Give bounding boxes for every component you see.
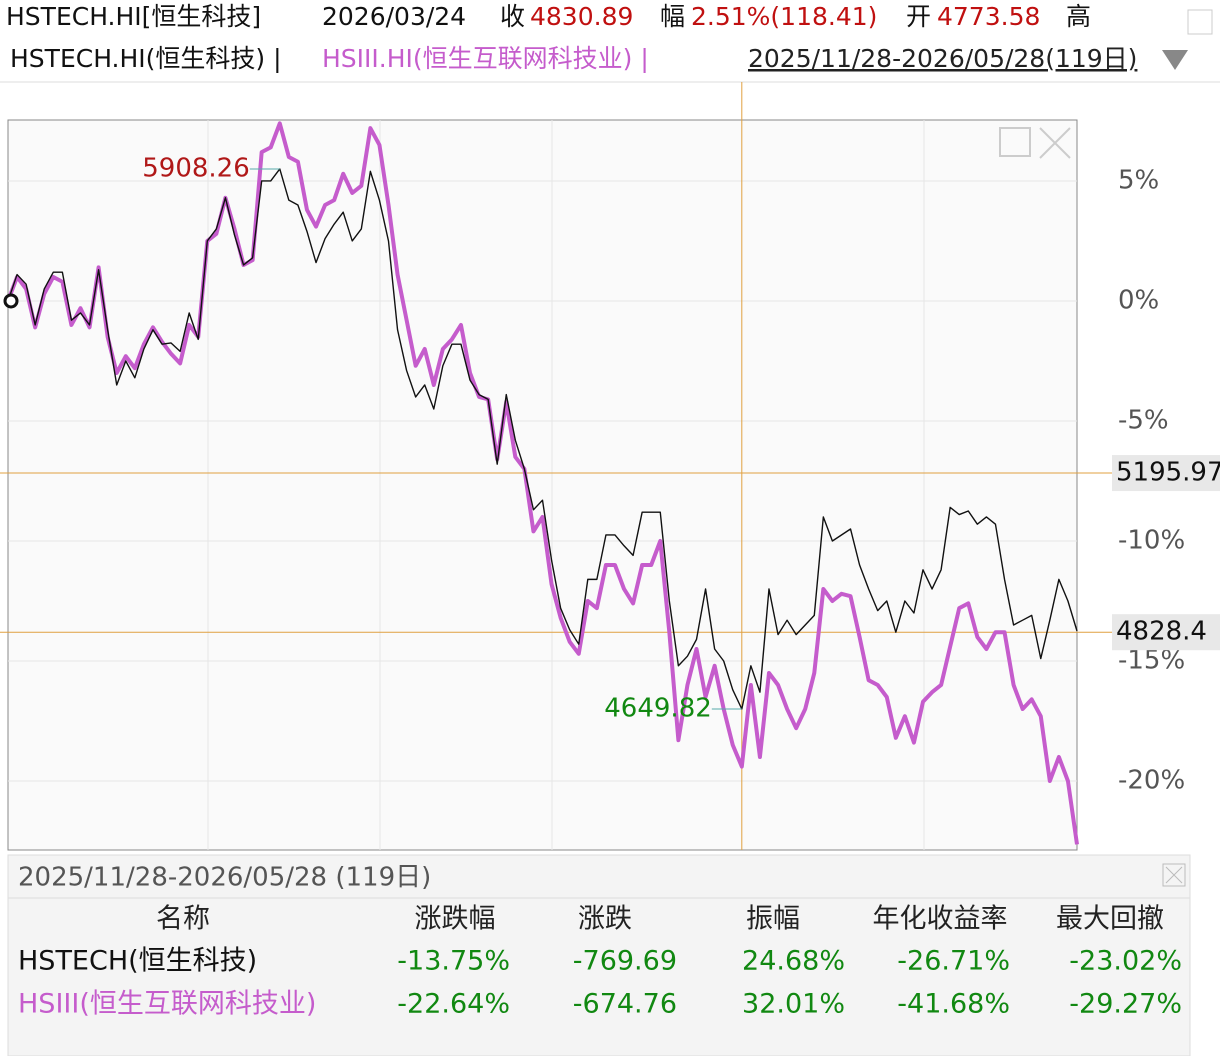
cell-value: 24.68% <box>742 946 845 977</box>
column-header: 年化收益率 <box>873 904 1008 935</box>
cell-value: -22.64% <box>397 989 510 1020</box>
cell-name: HSIII(恒生互联网科技业) <box>18 989 316 1020</box>
annotation: 4649.82 <box>604 693 712 723</box>
column-header: 涨跌幅 <box>415 904 496 935</box>
table-panel <box>7 854 1191 1056</box>
icon[interactable] <box>1187 9 1213 35</box>
dropdown[interactable] <box>1162 50 1188 70</box>
table-close[interactable] <box>1162 863 1186 887</box>
range[interactable]: 2025/11/28-2026/05/28(119日) <box>748 44 1137 73</box>
cell-value: -674.76 <box>573 989 677 1020</box>
cell-value: -41.68% <box>897 989 1010 1020</box>
compare-a: HSTECH.HI(恒生科技) | <box>10 44 282 73</box>
close-label: 收 <box>500 2 525 31</box>
y-tick-label: -10% <box>1118 525 1185 555</box>
price-box <box>1112 614 1220 651</box>
column-header: 名称 <box>156 904 210 935</box>
price-label: 4828.4 <box>1116 617 1207 647</box>
cell-value: 32.01% <box>742 989 845 1020</box>
series-line <box>6 121 1079 845</box>
cell-value: -26.71% <box>897 946 1010 977</box>
high-label: 高 <box>1066 2 1091 31</box>
cell-value: -13.75% <box>397 946 510 977</box>
open-label: 开 <box>906 2 931 31</box>
y-tick-label: 5% <box>1118 165 1159 195</box>
price-box <box>1112 455 1220 492</box>
cell-value: -29.27% <box>1069 989 1182 1020</box>
y-tick-label: 0% <box>1118 285 1159 315</box>
close-icon[interactable] <box>1039 127 1071 159</box>
column-header: 最大回撤 <box>1056 904 1164 935</box>
price-label: 5195.97 <box>1116 458 1220 488</box>
cell-name: HSTECH(恒生科技) <box>18 946 257 977</box>
y-tick-label: -15% <box>1118 645 1185 675</box>
change: 2.51%(118.41) <box>691 2 877 31</box>
column-header: 振幅 <box>746 904 800 935</box>
cell-value: -769.69 <box>573 946 677 977</box>
compare-b: HSIII.HI(恒生互联网科技业) | <box>322 44 649 73</box>
column-header: 涨跌 <box>578 904 632 935</box>
close: 4830.89 <box>530 2 633 31</box>
y-tick-label: -20% <box>1118 765 1185 795</box>
open: 4773.58 <box>937 2 1040 31</box>
cell-value: -23.02% <box>1069 946 1182 977</box>
plot-area <box>7 119 1078 851</box>
series-line <box>7 168 1078 710</box>
symbol: HSTECH.HI[恒生科技] <box>6 2 261 31</box>
table-title: 2025/11/28-2026/05/28 (119日) <box>18 863 431 893</box>
change-label: 幅 <box>660 2 685 31</box>
max-icon[interactable] <box>999 127 1031 157</box>
date: 2026/03/24 <box>322 2 466 31</box>
origin-marker <box>3 293 19 309</box>
y-tick-label: -5% <box>1118 405 1169 435</box>
table-close-x <box>1165 866 1183 884</box>
annotation: 5908.26 <box>142 153 250 183</box>
